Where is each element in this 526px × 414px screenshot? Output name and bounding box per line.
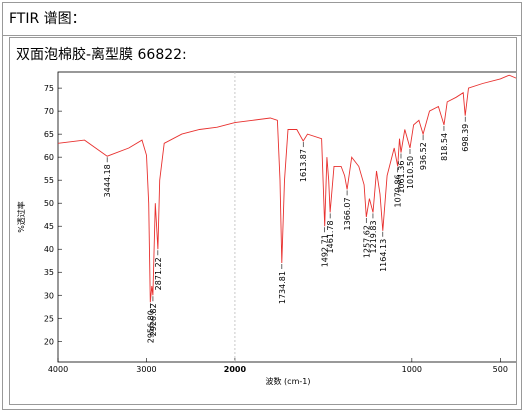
- peak-label: 1613.87: [299, 149, 308, 182]
- peak-label: 2956.80: [146, 310, 155, 343]
- peak-label: 1461.78: [326, 220, 335, 253]
- plot-frame: [57, 71, 516, 363]
- peak-label: 1257.62: [362, 225, 371, 258]
- y-tick-label: 50: [44, 199, 54, 208]
- peak-label: 1219.83: [369, 220, 378, 253]
- peak-label: 818.54: [440, 133, 449, 161]
- peak-label: 1164.13: [379, 239, 388, 272]
- y-tick-label: 20: [44, 337, 54, 346]
- peak-label: 2871.22: [154, 257, 163, 290]
- y-tick-label: 70: [44, 107, 54, 116]
- y-axis-label: %透过率: [16, 201, 26, 233]
- x-tick-label: 2000: [224, 365, 247, 374]
- spectrum-line: [57, 74, 516, 303]
- x-axis-label: 波数 (cm-1): [266, 376, 311, 386]
- peak-label: 1492.71: [321, 234, 330, 267]
- section-header: FTIR 谱图：: [3, 3, 521, 36]
- x-tick-label: 1000: [402, 365, 422, 374]
- x-tick-label: 4000: [48, 365, 68, 374]
- y-tick-label: 30: [44, 291, 54, 300]
- peak-label: 698.39: [461, 124, 470, 152]
- y-tick-label: 55: [44, 176, 54, 185]
- peak-label: 1079.86: [394, 174, 403, 207]
- report-frame: FTIR 谱图： 双面泡棉胶-离型膜 66822: 20 25 30 35 40 45 50…: [2, 2, 522, 410]
- y-tick-label: 60: [44, 153, 54, 162]
- peak-label: 936.52: [419, 142, 428, 170]
- x-tick-label: 3000: [136, 365, 156, 374]
- y-tick-label: 75: [44, 84, 54, 93]
- peak-label: 1734.81: [278, 271, 287, 304]
- peak-label: 1061.36: [397, 161, 406, 194]
- peak-label: 1366.07: [343, 197, 352, 230]
- x-tick-label: 500: [493, 365, 508, 374]
- peak-label: 3444.18: [103, 164, 112, 197]
- y-tick-label: 45: [44, 222, 54, 231]
- y-tick-label: 65: [44, 130, 54, 139]
- chart: 20 25 30 35 40 45 50 55 60 65 70 75 4000 3000 2000 1000…: [16, 71, 516, 386]
- y-tick-label: 40: [44, 245, 54, 254]
- peak-label: 2926.82: [149, 303, 158, 336]
- peak-label: 1010.50: [406, 156, 415, 189]
- y-tick-label: 35: [44, 268, 54, 277]
- chart-title: 双面泡棉胶-离型膜 66822:: [16, 47, 187, 63]
- chart-panel: 双面泡棉胶-离型膜 66822: 20 25 30 35 40 45 50 55 60 65 70 7…: [9, 37, 517, 405]
- y-tick-label: 25: [44, 314, 54, 323]
